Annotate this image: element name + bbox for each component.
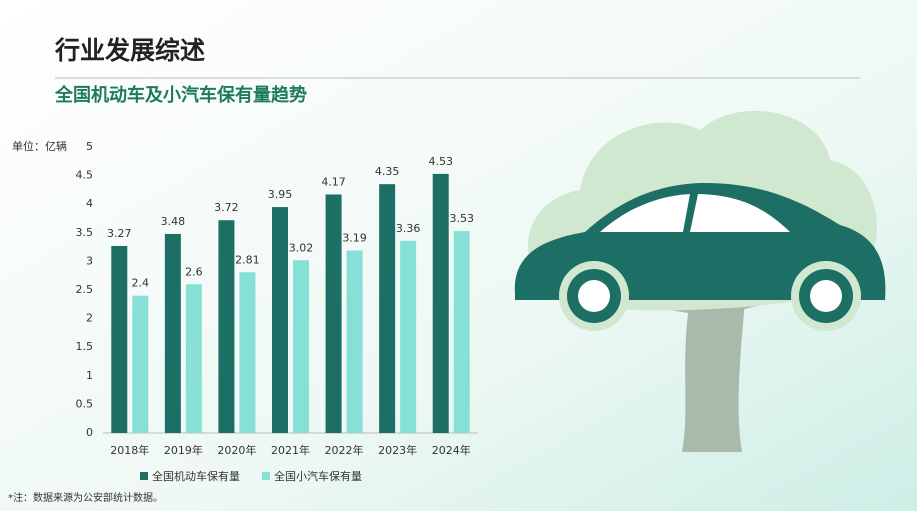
y-tick-label: 2.5: [76, 283, 94, 296]
bar: [293, 260, 309, 433]
y-tick-label: 4.5: [76, 169, 94, 182]
hubcap: [578, 280, 610, 312]
value-label: 2.81: [235, 253, 260, 266]
bar: [239, 272, 256, 433]
value-label: 3.53: [449, 212, 474, 225]
bar: [325, 194, 342, 433]
y-tick-label: 3: [86, 254, 93, 267]
page-title: 行业发展综述: [54, 36, 205, 65]
y-tick-label: 1.5: [76, 340, 94, 353]
y-tick-label: 3.5: [76, 226, 94, 239]
y-tick-label: 5: [86, 140, 93, 153]
hubcap: [810, 280, 842, 312]
value-label: 4.35: [375, 165, 400, 178]
tree-trunk: [682, 300, 745, 452]
legend-label: 全国小汽车保有量: [274, 469, 362, 483]
bar: [272, 207, 288, 433]
x-tick-label: 2019年: [164, 443, 203, 457]
car-window: [600, 194, 690, 232]
y-tick-label: 4: [86, 197, 93, 210]
value-label: 3.19: [342, 232, 367, 245]
value-label: 2.4: [132, 277, 150, 290]
footnote: *注：数据来源为公安部统计数据。: [8, 491, 163, 504]
legend-swatch: [262, 472, 270, 480]
y-unit-label: 单位：亿辆: [12, 139, 67, 153]
illustration: [514, 110, 886, 452]
bar: [111, 245, 128, 433]
value-label: 4.17: [321, 175, 346, 188]
value-label: 3.72: [214, 201, 239, 214]
subtitle: 全国机动车及小汽车保有量趋势: [54, 84, 307, 106]
value-label: 3.02: [289, 241, 314, 254]
value-label: 3.27: [107, 227, 132, 240]
y-tick-label: 0.5: [76, 397, 94, 410]
legend-label: 全国机动车保有量: [152, 469, 240, 483]
value-label: 3.48: [161, 215, 186, 228]
value-label: 3.36: [396, 222, 421, 235]
y-tick-label: 1: [86, 369, 93, 382]
value-label: 2.6: [185, 265, 203, 278]
x-tick-label: 2024年: [432, 443, 471, 457]
bar: [185, 284, 202, 433]
x-tick-label: 2020年: [217, 443, 256, 457]
x-tick-label: 2018年: [110, 443, 149, 457]
bar: [132, 295, 149, 433]
bar: [379, 184, 396, 433]
y-tick-label: 0: [86, 426, 93, 439]
value-label: 3.95: [268, 188, 293, 201]
bar: [432, 173, 449, 433]
legend-swatch: [140, 472, 148, 480]
x-tick-label: 2023年: [378, 443, 417, 457]
x-tick-label: 2021年: [271, 443, 310, 457]
bar: [218, 220, 235, 433]
bar: [346, 250, 363, 433]
y-tick-label: 2: [86, 312, 93, 325]
car-window: [690, 194, 790, 232]
bar: [453, 231, 470, 433]
x-tick-label: 2022年: [325, 443, 364, 457]
bar: [164, 233, 181, 433]
value-label: 4.53: [428, 155, 453, 168]
bar: [400, 240, 417, 433]
